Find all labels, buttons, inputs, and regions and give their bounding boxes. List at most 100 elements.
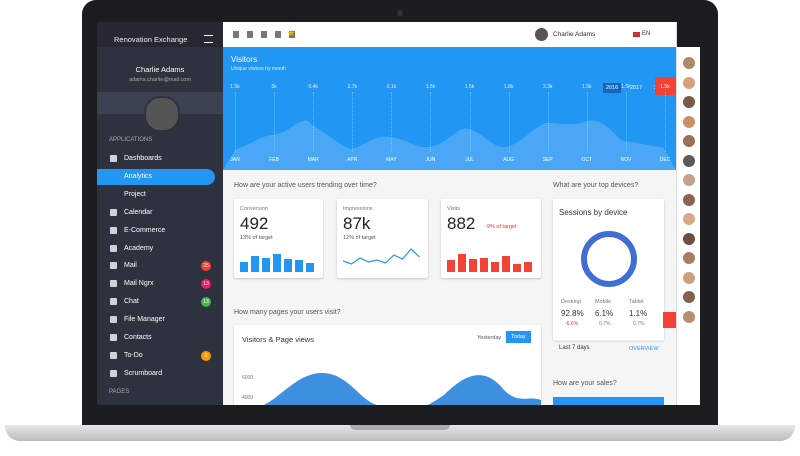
value-label: 1.5k — [582, 84, 592, 90]
menu-label[interactable]: Mail — [124, 262, 137, 270]
menu-item[interactable]: Project — [97, 187, 223, 203]
overview-link[interactable]: OVERVIEW — [629, 346, 659, 352]
chat-avatar — [683, 174, 695, 186]
mini-bar — [458, 254, 466, 272]
grid-line — [665, 92, 666, 152]
mini-bar — [284, 259, 292, 272]
stat-card: Conversion 492 13% of target — [234, 199, 323, 278]
menu-label[interactable]: Academy — [124, 244, 154, 252]
stat-value: 882 — [447, 214, 476, 233]
menu-label[interactable]: Analytics — [124, 172, 153, 180]
sales-card — [553, 397, 664, 405]
year-tab[interactable]: 2017 — [630, 85, 643, 91]
camera — [397, 10, 403, 16]
settings-button[interactable] — [663, 312, 676, 328]
menu-item[interactable]: File Manager — [97, 312, 223, 328]
menu-label[interactable]: E-Commerce — [124, 226, 166, 234]
chat-avatar — [683, 271, 695, 284]
menu-item[interactable]: Mail Ngrx 13 — [97, 276, 223, 292]
menu-label[interactable]: Mail Ngrx — [124, 280, 154, 288]
chat-avatar — [683, 213, 695, 225]
chat-button[interactable] — [677, 22, 700, 47]
shortcut-icons[interactable] — [233, 31, 303, 38]
menu-item[interactable]: Chat 13 — [97, 294, 223, 310]
menu-item[interactable]: Academy — [97, 241, 223, 257]
brand-bar — [97, 22, 223, 47]
month-label: APR — [347, 157, 358, 163]
menu-item[interactable]: E-Commerce — [97, 223, 223, 239]
menu-label[interactable]: Dashboards — [124, 155, 162, 162]
mini-bar — [251, 256, 259, 272]
y-label: 4000 — [242, 395, 254, 401]
mini-bar — [240, 262, 248, 272]
stat-label: Conversion — [240, 206, 268, 212]
menu-icon — [110, 155, 117, 162]
menu-label[interactable]: Chat — [124, 298, 139, 306]
value-label: 1.5k — [425, 84, 436, 90]
visitors-area — [223, 120, 676, 170]
menu-label[interactable]: Contacts — [124, 334, 152, 341]
year-tab[interactable]: 2016 — [603, 83, 622, 93]
devices-title: Sessions by device — [559, 208, 628, 217]
mini-bar — [295, 260, 303, 272]
mini-bar — [262, 258, 270, 272]
menu-item[interactable]: Contacts — [97, 330, 223, 346]
tab-active[interactable]: Today — [506, 331, 531, 343]
menu-item[interactable]: Dashboards — [97, 151, 223, 167]
month-label: NOV — [620, 157, 632, 163]
menu-icon — [110, 334, 117, 341]
menu-label[interactable]: File Manager — [124, 316, 165, 324]
grid-line — [586, 92, 588, 152]
device-name: Desktop — [561, 299, 582, 305]
user-name[interactable]: Charlie Adams — [553, 31, 596, 38]
star-icon[interactable]: ★ — [287, 28, 296, 38]
menu-icon — [110, 316, 117, 324]
pages-card: Visitors & Page views Yesterday Today 60… — [234, 325, 541, 405]
section-label: APPLICATIONS — [109, 137, 153, 143]
menu-item[interactable]: To-Do 3 — [97, 348, 223, 364]
menu-item[interactable]: Analytics — [97, 168, 215, 185]
menu-label[interactable]: To-Do — [124, 351, 143, 359]
chat-avatar — [683, 57, 695, 69]
menu-toggle[interactable] — [204, 35, 213, 43]
menu-item[interactable]: Calendar — [97, 205, 223, 221]
device-change: 0.7% — [633, 321, 645, 327]
grid-line — [430, 92, 432, 152]
menu-item[interactable]: Scrumboard — [97, 366, 223, 382]
divider — [553, 340, 664, 341]
menu-icon — [110, 262, 117, 270]
device-value: 92.8% — [561, 309, 584, 318]
settings-button[interactable] — [655, 77, 676, 95]
device-name: Tablet — [629, 299, 644, 305]
badge: 13 — [201, 297, 211, 308]
section-question: What are your top devices? — [553, 182, 639, 189]
value-label: 5k — [271, 84, 277, 90]
tab[interactable]: Yesterday — [477, 335, 502, 341]
month-label: OCT — [581, 157, 593, 163]
menu-item[interactable]: Mail 25 — [97, 258, 223, 274]
value-label: 0.4k — [308, 84, 318, 90]
badge: 3 — [201, 350, 211, 361]
menu-icon — [110, 351, 117, 359]
value-label: 1.5k — [660, 84, 670, 90]
menu-label[interactable]: Calendar — [124, 208, 153, 216]
mini-bar — [447, 260, 455, 272]
value-label: 2.7k — [347, 84, 357, 90]
device-value: 6.1% — [595, 309, 614, 318]
value-label: 1.8k — [503, 84, 514, 90]
mini-bar — [273, 254, 281, 272]
chat-avatar — [683, 76, 695, 89]
menu-label[interactable]: Project — [124, 190, 146, 198]
chat-avatar — [683, 232, 695, 245]
mini-bar — [480, 258, 488, 272]
section-label: PAGES — [109, 389, 130, 395]
chat-avatar — [683, 193, 695, 206]
language[interactable]: EN — [642, 31, 651, 37]
grid-line — [352, 92, 354, 152]
period-select[interactable]: Last 7 days — [559, 345, 590, 351]
donut — [581, 231, 637, 287]
mini-bar — [524, 262, 532, 272]
menu-label[interactable]: Scrumboard — [124, 369, 163, 377]
chat-avatar — [683, 135, 695, 147]
